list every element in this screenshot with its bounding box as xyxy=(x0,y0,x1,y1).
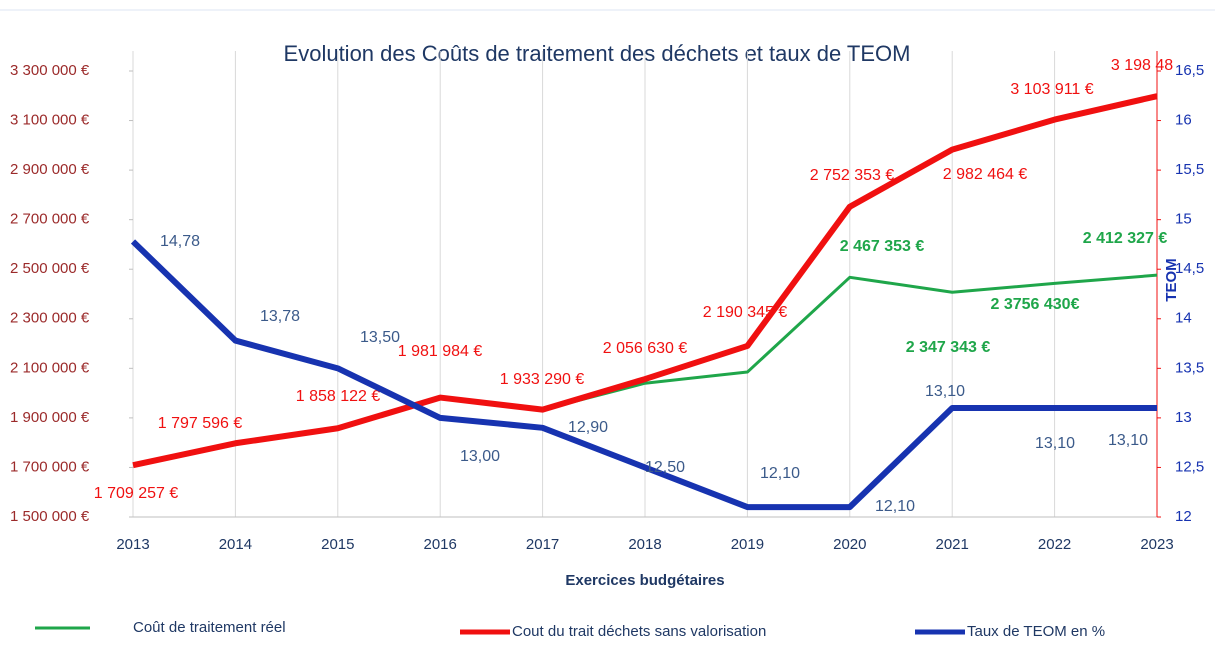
chart-title: Evolution des Coûts de traitement des dé… xyxy=(284,41,911,66)
annotation: 2 412 327 € xyxy=(1083,230,1168,247)
annotation: 2 347 343 € xyxy=(906,339,991,356)
x-tick-label: 2021 xyxy=(936,536,969,553)
data-label: 13,00 xyxy=(460,448,500,465)
y-tick-label: 2 300 000 € xyxy=(10,310,90,327)
y2-tick-label: 16,5 xyxy=(1175,62,1204,79)
y2-axis-label: TEOM xyxy=(1163,258,1180,301)
y-tick-label: 2 700 000 € xyxy=(10,211,90,228)
data-label: 2 752 353 € xyxy=(810,167,895,184)
x-tick-label: 2023 xyxy=(1140,536,1173,553)
x-tick-label: 2017 xyxy=(526,536,559,553)
x-tick-label: 2014 xyxy=(219,536,252,553)
y-tick-label: 2 900 000 € xyxy=(10,161,90,178)
annotation: 2 467 353 € xyxy=(840,238,925,255)
data-label: 3 103 911 € xyxy=(1010,81,1093,98)
x-tick-label: 2013 xyxy=(116,536,149,553)
y2-tick-label: 13,5 xyxy=(1175,359,1204,376)
legend-label: Cout du trait déchets sans valorisation xyxy=(512,623,766,640)
x-tick-label: 2022 xyxy=(1038,536,1071,553)
x-axis-label: Exercices budgétaires xyxy=(565,572,724,589)
series-line xyxy=(130,239,1157,511)
y-tick-label: 1 900 000 € xyxy=(10,409,90,426)
data-label: 1 709 257 € xyxy=(94,485,179,502)
y2-tick-label: 14,5 xyxy=(1175,260,1204,277)
y2-tick-label: 13 xyxy=(1175,409,1192,426)
data-label: 2 056 630 € xyxy=(603,340,688,357)
data-label: 12,50 xyxy=(645,459,685,476)
x-tick-label: 2015 xyxy=(321,536,354,553)
y-tick-label: 2 100 000 € xyxy=(10,359,90,376)
data-label: 12,10 xyxy=(875,498,915,515)
data-label: 13,50 xyxy=(360,329,400,346)
x-tick-label: 2018 xyxy=(628,536,661,553)
y2-tick-label: 15,5 xyxy=(1175,161,1204,178)
data-label: 12,90 xyxy=(568,419,608,436)
y2-tick-label: 12 xyxy=(1175,508,1192,525)
y-tick-label: 3 100 000 € xyxy=(10,112,90,129)
y2-tick-label: 14 xyxy=(1175,310,1192,327)
y-tick-label: 1 500 000 € xyxy=(10,508,90,525)
y-tick-label: 1 700 000 € xyxy=(10,458,90,475)
data-label: 12,10 xyxy=(760,465,800,482)
y2-tick-label: 15 xyxy=(1175,211,1192,228)
y2-tick-label: 12,5 xyxy=(1175,458,1204,475)
x-tick-label: 2016 xyxy=(424,536,457,553)
data-label: 1 933 290 € xyxy=(500,371,585,388)
data-label: 14,78 xyxy=(160,233,200,250)
legend-label: Taux de TEOM en % xyxy=(967,623,1105,640)
x-tick-label: 2020 xyxy=(833,536,866,553)
y2-tick-label: 16 xyxy=(1175,112,1192,129)
x-tick-label: 2019 xyxy=(731,536,764,553)
data-label: 3 198 48 xyxy=(1111,57,1173,74)
data-label: 2 982 464 € xyxy=(943,166,1028,183)
data-label: 13,10 xyxy=(1108,432,1148,449)
data-label: 13,10 xyxy=(925,383,965,400)
y-tick-label: 3 300 000 € xyxy=(10,62,90,79)
annotation: 2 3756 430€ xyxy=(991,296,1080,313)
series-line xyxy=(132,93,1158,469)
data-label: 13,78 xyxy=(260,308,300,325)
y-tick-label: 2 500 000 € xyxy=(10,260,90,277)
legend-label: Coût de traitement réel xyxy=(133,619,286,636)
data-label: 2 190 345 € xyxy=(703,304,788,321)
data-label: 13,10 xyxy=(1035,435,1075,452)
data-label: 1 981 984 € xyxy=(398,343,483,360)
data-label: 1 858 122 € xyxy=(296,388,381,405)
data-label: 1 797 596 € xyxy=(158,415,243,432)
series-line xyxy=(542,273,1158,412)
